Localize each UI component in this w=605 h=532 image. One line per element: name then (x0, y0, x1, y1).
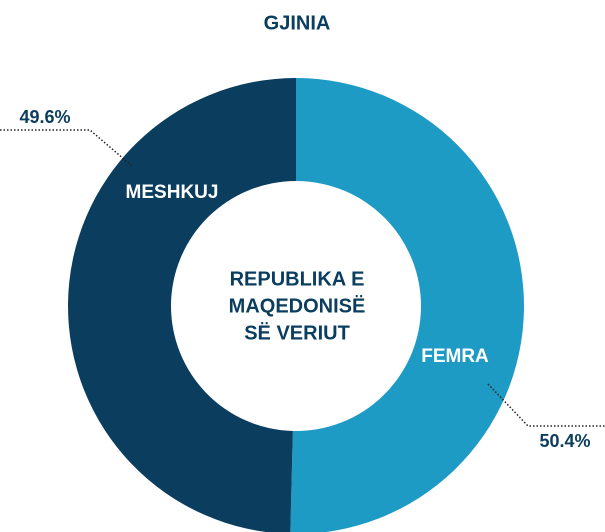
donut-slice (68, 78, 296, 532)
value-label: 50.4% (539, 431, 590, 451)
center-label: SË VERIUT (244, 321, 350, 344)
center-label: REPUBLIKA E (230, 268, 365, 290)
value-label: 49.6% (19, 107, 70, 127)
center-label: MAQEDONISË (229, 294, 366, 317)
category-label: FEMRA (421, 346, 489, 367)
chart-title: GJINIA (264, 12, 331, 34)
leader-line (487, 383, 605, 427)
category-label: MESHKUJ (126, 182, 219, 203)
leader-line (0, 129, 133, 167)
donut-slice (290, 78, 524, 532)
